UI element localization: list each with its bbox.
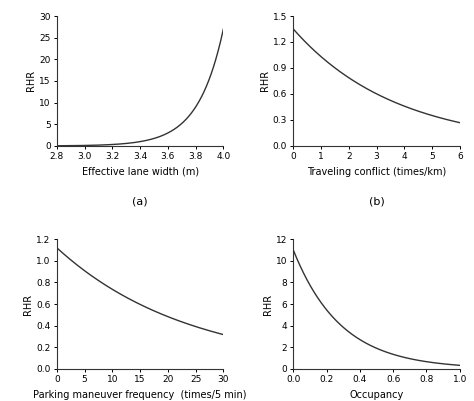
Text: (a): (a) (132, 196, 148, 206)
Y-axis label: RHR: RHR (27, 70, 36, 91)
X-axis label: Occupancy: Occupancy (349, 390, 404, 400)
X-axis label: Traveling conflict (times/km): Traveling conflict (times/km) (307, 166, 446, 176)
Text: (b): (b) (369, 196, 384, 206)
Y-axis label: RHR: RHR (24, 294, 34, 315)
X-axis label: Parking maneuver frequency  (times/5 min): Parking maneuver frequency (times/5 min) (33, 390, 247, 400)
X-axis label: Effective lane width (m): Effective lane width (m) (82, 166, 199, 176)
Y-axis label: RHR: RHR (260, 70, 270, 91)
Y-axis label: RHR: RHR (263, 294, 273, 315)
